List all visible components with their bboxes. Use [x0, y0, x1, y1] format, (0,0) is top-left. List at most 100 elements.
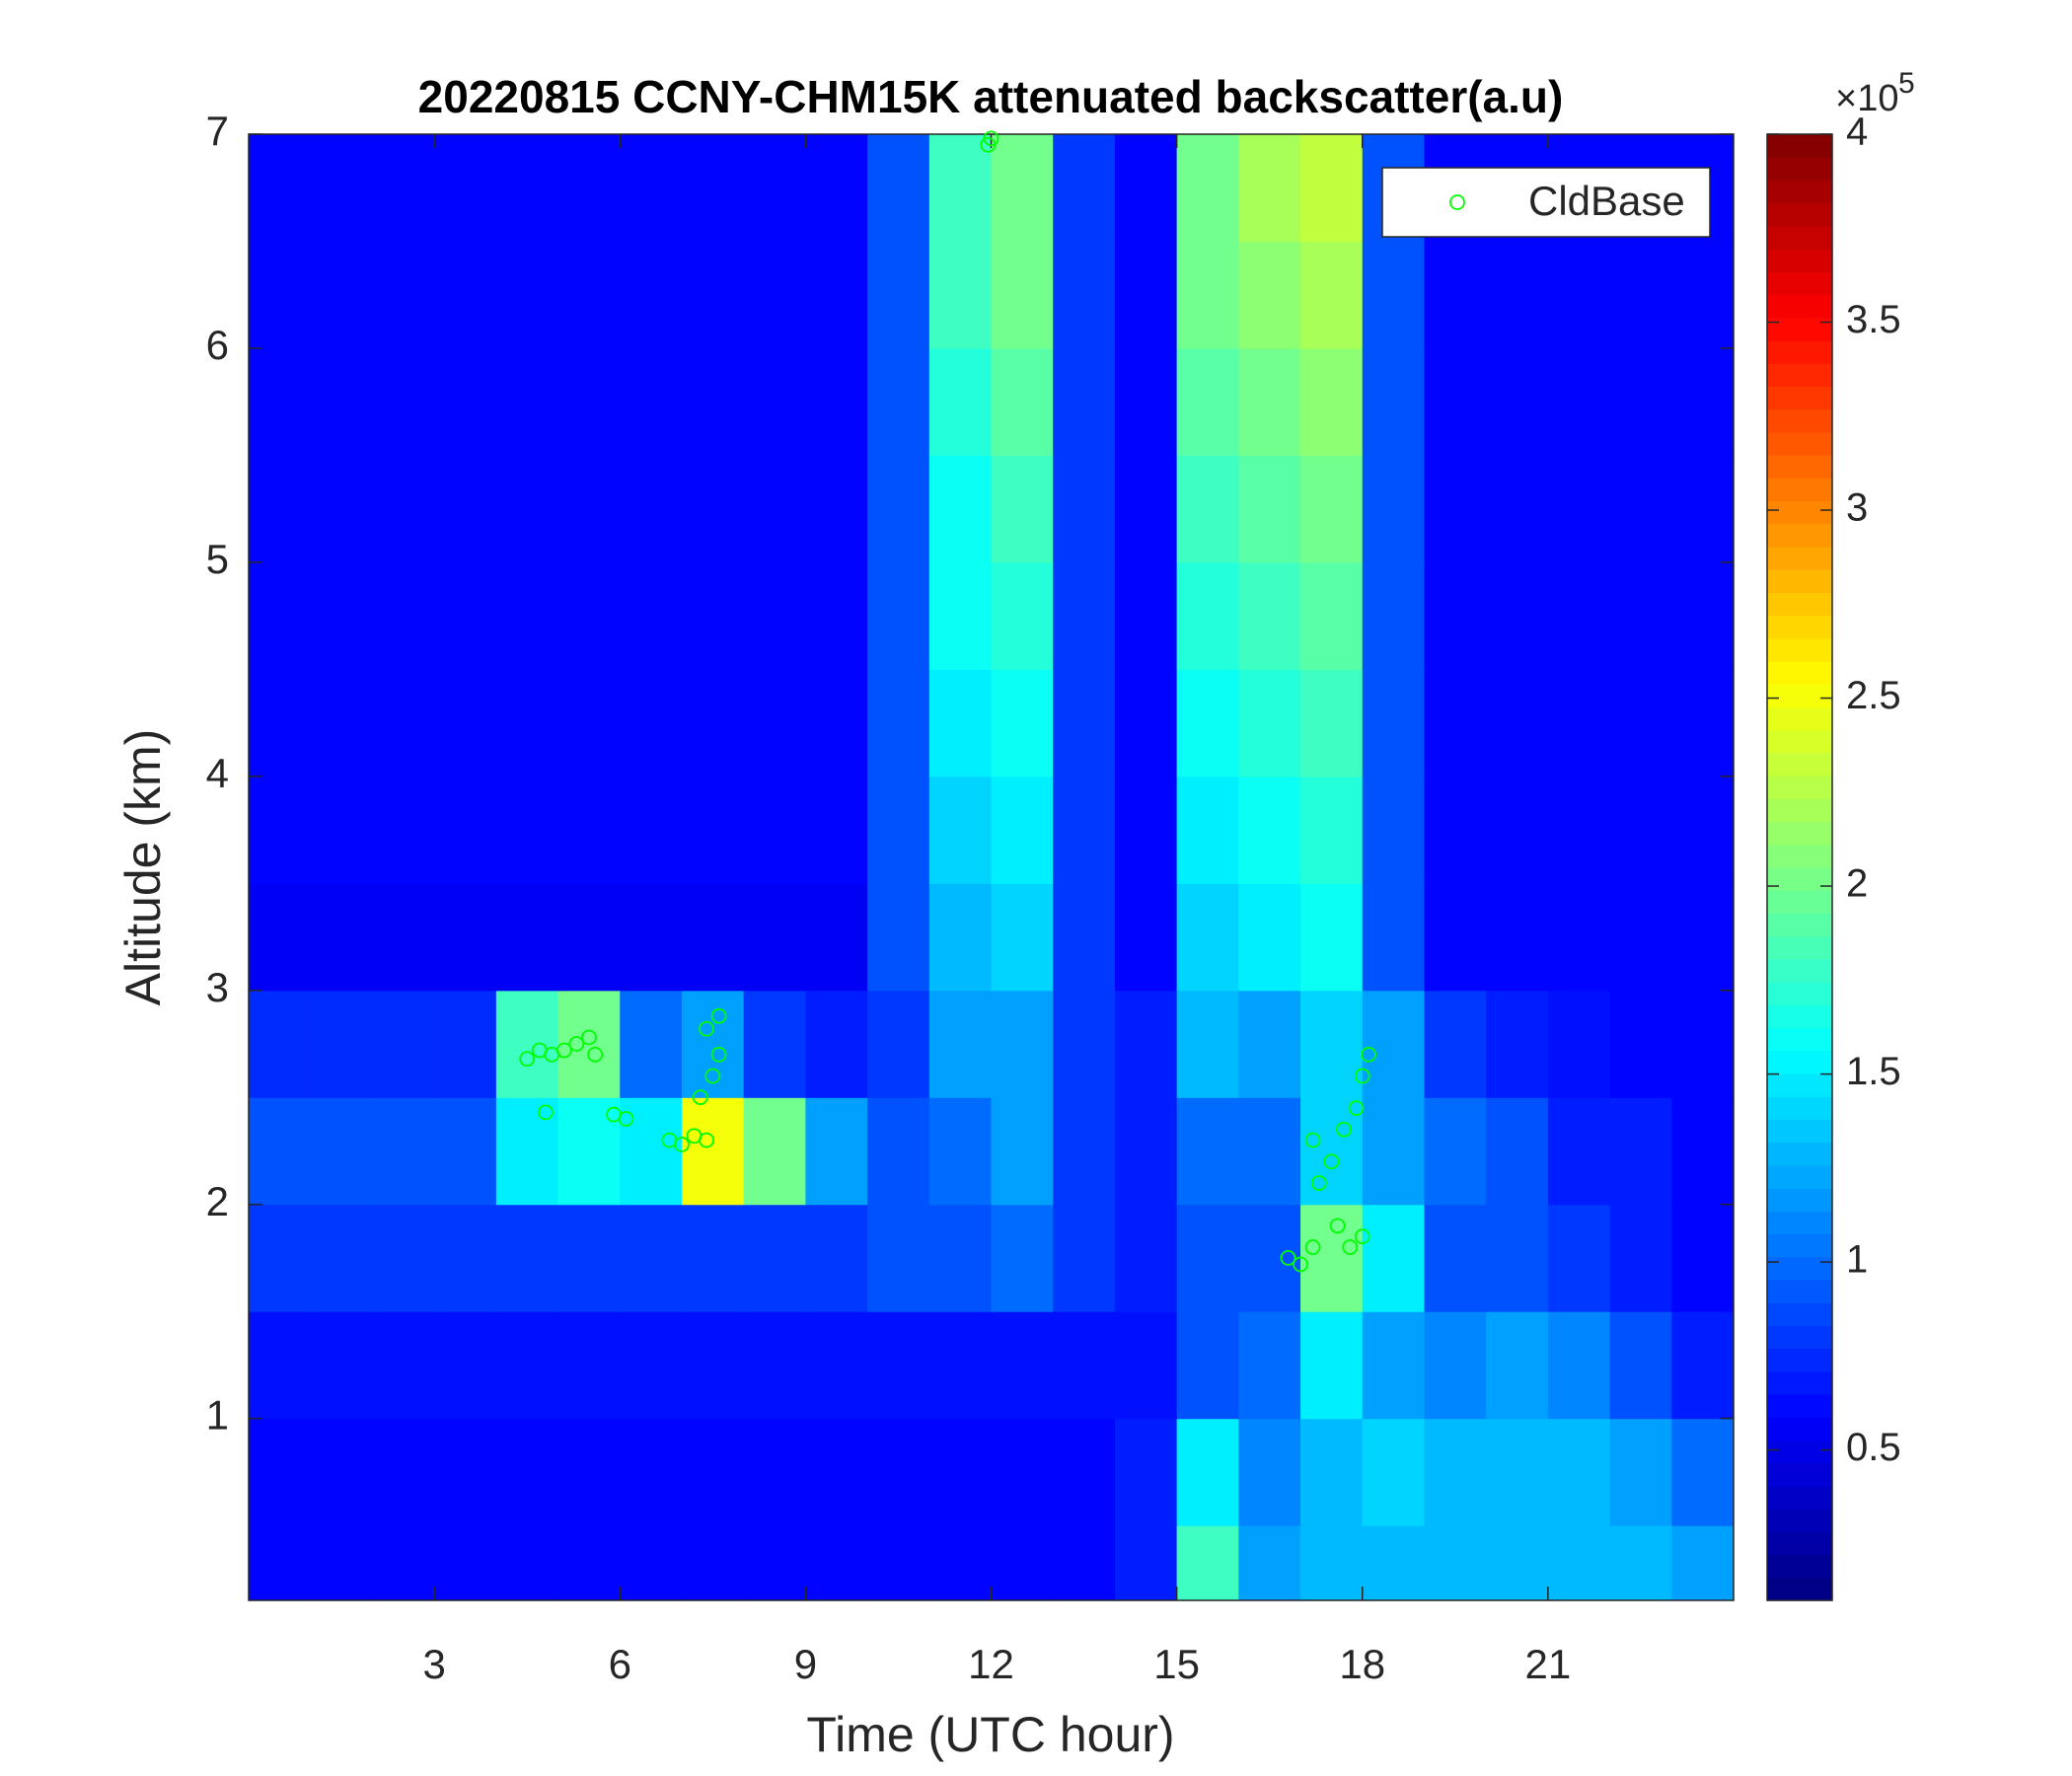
heatmap-cell: [1114, 1097, 1178, 1206]
heatmap-cell: [310, 1097, 374, 1206]
colorbar-segment: [1767, 913, 1832, 937]
heatmap-cell: [1547, 455, 1611, 563]
colorbar-segment: [1767, 1188, 1832, 1212]
heatmap-cell: [1300, 134, 1364, 243]
heatmap-cell: [372, 1311, 435, 1420]
heatmap-cell: [249, 455, 312, 563]
heatmap-cell: [1486, 1204, 1549, 1312]
heatmap-cell: [743, 347, 806, 457]
heatmap-cell: [1609, 241, 1672, 349]
heatmap-cell: [620, 1204, 683, 1312]
heatmap-cell: [310, 776, 374, 884]
heatmap-cell: [1053, 1097, 1116, 1206]
cloud-base-point: [1348, 1100, 1365, 1116]
y-tick-label: 3: [206, 964, 229, 1010]
heatmap-cell: [1362, 241, 1426, 349]
heatmap-cell: [681, 1311, 745, 1420]
heatmap-cell: [1238, 883, 1301, 992]
heatmap-cell: [1176, 1204, 1239, 1312]
heatmap-cell: [249, 134, 312, 243]
colorbar-tick-label: 1: [1846, 1238, 1868, 1282]
heatmap-cell: [1238, 1525, 1301, 1600]
colorbar-segment: [1767, 523, 1832, 548]
heatmap-cell: [1176, 455, 1239, 563]
heatmap-cell: [743, 883, 806, 992]
cloud-base-point: [580, 1029, 597, 1046]
heatmap-cell: [991, 347, 1054, 457]
heatmap-cell: [495, 455, 559, 563]
heatmap-cell: [1547, 1418, 1611, 1526]
colorbar-segment: [1767, 1554, 1832, 1579]
heatmap-cell: [1053, 134, 1116, 243]
x-tick-label: 18: [1339, 1641, 1385, 1687]
heatmap-cell: [681, 241, 745, 349]
heatmap-cell: [743, 1418, 806, 1526]
colorbar-segment: [1767, 661, 1832, 685]
heatmap-cell: [867, 1418, 930, 1526]
heatmap-cell: [1238, 1311, 1301, 1420]
heatmap-cell: [1547, 1097, 1611, 1206]
heatmap-cell: [681, 1418, 745, 1526]
heatmap-cell: [1238, 347, 1301, 457]
heatmap-cell: [1671, 561, 1734, 670]
heatmap-cell: [1609, 883, 1672, 992]
heatmap-cell: [1547, 990, 1611, 1098]
heatmap-cell: [310, 669, 374, 777]
heatmap-cell: [991, 1525, 1054, 1600]
heatmap-cell: [557, 1204, 621, 1312]
colorbar-tick-label: 2: [1846, 862, 1868, 906]
heatmap-cell: [620, 561, 683, 670]
colorbar-segment: [1767, 935, 1832, 960]
x-tick-label: 21: [1525, 1641, 1572, 1687]
heatmap-cell: [1362, 1097, 1426, 1206]
x-tick-label: 9: [794, 1641, 817, 1687]
heatmap-cell: [620, 1097, 683, 1206]
heatmap-cell: [1486, 669, 1549, 777]
heatmap-cell: [1424, 241, 1487, 349]
heatmap-cell: [1238, 1097, 1301, 1206]
heatmap-cell: [1053, 883, 1116, 992]
heatmap-cell: [1486, 1418, 1549, 1526]
heatmap-cell: [743, 1097, 806, 1206]
cloud-base-point: [1293, 1256, 1308, 1273]
heatmap-cell: [1114, 561, 1178, 670]
colorbar-segment: [1767, 1531, 1832, 1556]
colorbar-segment: [1767, 592, 1832, 617]
heatmap-cell: [620, 1525, 683, 1600]
x-tick-label: 12: [968, 1641, 1014, 1687]
heatmap-cell: [928, 990, 993, 1098]
heatmap-cell: [1238, 134, 1301, 243]
heatmap-cell: [805, 883, 868, 992]
heatmap-cell: [1238, 776, 1301, 884]
heatmap-cell: [1424, 347, 1487, 457]
heatmap-cell: [1486, 1097, 1549, 1206]
heatmap-cell: [1424, 1097, 1487, 1206]
heatmap-cell: [434, 134, 497, 243]
heatmap-cell: [557, 776, 621, 884]
heatmap-cell: [1176, 347, 1239, 457]
heatmap-cell: [1424, 669, 1487, 777]
heatmap-cell: [434, 561, 497, 670]
heatmap-cell: [249, 990, 312, 1098]
colorbar-segment: [1767, 1142, 1832, 1166]
heatmap-cell: [1547, 669, 1611, 777]
heatmap-cell: [495, 990, 559, 1098]
heatmap-cell: [1238, 241, 1301, 349]
heatmap-cell: [681, 990, 745, 1098]
heatmap-cell: [928, 1204, 993, 1312]
colorbar-segment: [1767, 339, 1832, 364]
heatmap-cell: [1362, 883, 1426, 992]
colorbar-segment: [1767, 1485, 1832, 1510]
heatmap-cell: [249, 1204, 312, 1312]
colorbar-segment: [1767, 1164, 1832, 1189]
heatmap-cell: [620, 134, 683, 243]
heatmap-cell: [1424, 1311, 1487, 1420]
colorbar-segment: [1767, 615, 1832, 639]
heatmap-cell: [1609, 776, 1672, 884]
heatmap-cell: [1176, 990, 1239, 1098]
heatmap-cell: [1114, 1418, 1178, 1526]
heatmap-cell: [1176, 883, 1239, 992]
heatmap-cell: [1114, 1204, 1178, 1312]
heatmap-cell: [1362, 347, 1426, 457]
colorbar-segment: [1767, 500, 1832, 525]
